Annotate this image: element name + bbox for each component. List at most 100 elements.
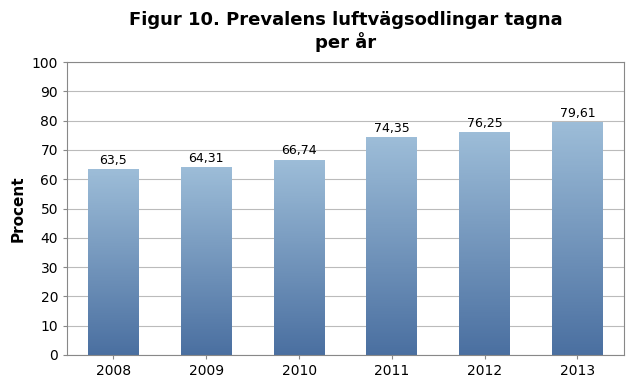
Bar xyxy=(366,152,417,154)
Bar xyxy=(181,305,232,306)
Bar xyxy=(366,257,417,258)
Bar xyxy=(366,293,417,294)
Bar xyxy=(88,263,139,264)
Bar xyxy=(88,199,139,200)
Bar xyxy=(274,223,324,224)
Bar xyxy=(274,300,324,301)
Bar xyxy=(88,347,139,349)
Bar xyxy=(181,341,232,342)
Bar xyxy=(366,337,417,338)
Bar xyxy=(181,188,232,189)
Bar xyxy=(88,326,139,327)
Bar xyxy=(366,256,417,257)
Bar xyxy=(552,217,603,219)
Bar xyxy=(459,343,510,344)
Bar xyxy=(88,308,139,309)
Bar xyxy=(552,136,603,137)
Bar xyxy=(88,286,139,287)
Bar xyxy=(459,216,510,217)
Bar xyxy=(552,347,603,348)
Bar xyxy=(552,276,603,277)
Bar xyxy=(274,352,324,353)
Bar xyxy=(366,200,417,202)
Bar xyxy=(552,302,603,303)
Bar xyxy=(459,320,510,321)
Bar xyxy=(181,272,232,273)
Bar xyxy=(181,340,232,341)
Bar xyxy=(181,243,232,244)
Bar xyxy=(274,235,324,236)
Bar xyxy=(88,205,139,206)
Bar xyxy=(181,215,232,216)
Bar xyxy=(552,177,603,178)
Bar xyxy=(552,172,603,173)
Bar xyxy=(88,305,139,306)
Bar xyxy=(88,322,139,323)
Bar xyxy=(552,192,603,193)
Bar xyxy=(552,251,603,252)
Bar xyxy=(366,270,417,271)
Bar xyxy=(552,298,603,299)
Bar xyxy=(459,280,510,281)
Bar xyxy=(459,243,510,244)
Bar xyxy=(366,243,417,244)
Bar xyxy=(459,344,510,345)
Bar xyxy=(552,199,603,200)
Bar xyxy=(88,218,139,219)
Bar xyxy=(88,209,139,210)
Bar xyxy=(274,291,324,293)
Bar xyxy=(459,285,510,286)
Bar xyxy=(181,252,232,253)
Bar xyxy=(459,256,510,257)
Bar xyxy=(366,306,417,307)
Bar xyxy=(552,241,603,242)
Bar xyxy=(274,313,324,314)
Bar xyxy=(274,353,324,354)
Bar xyxy=(552,278,603,279)
Bar xyxy=(366,184,417,185)
Bar xyxy=(88,299,139,300)
Bar xyxy=(181,208,232,209)
Bar xyxy=(366,222,417,223)
Bar xyxy=(274,320,324,321)
Bar xyxy=(552,140,603,142)
Bar xyxy=(274,220,324,221)
Bar xyxy=(274,194,324,196)
Bar xyxy=(366,145,417,146)
Bar xyxy=(88,226,139,227)
Bar xyxy=(181,328,232,329)
Bar xyxy=(552,314,603,315)
Bar xyxy=(181,247,232,249)
Bar xyxy=(459,132,510,133)
Bar xyxy=(366,324,417,326)
Bar xyxy=(88,345,139,347)
Bar xyxy=(88,212,139,213)
Bar xyxy=(274,251,324,252)
Bar xyxy=(459,335,510,336)
Bar xyxy=(274,303,324,304)
Bar xyxy=(552,286,603,287)
Bar xyxy=(552,259,603,261)
Bar xyxy=(88,278,139,279)
Bar xyxy=(552,272,603,273)
Bar xyxy=(552,299,603,300)
Bar xyxy=(552,135,603,136)
Bar xyxy=(274,330,324,331)
Bar xyxy=(366,263,417,265)
Bar xyxy=(459,293,510,294)
Bar xyxy=(366,297,417,298)
Bar xyxy=(459,155,510,156)
Bar xyxy=(459,262,510,263)
Bar xyxy=(552,303,603,305)
Bar xyxy=(181,246,232,247)
Bar xyxy=(88,248,139,249)
Bar xyxy=(274,249,324,251)
Bar xyxy=(366,279,417,280)
Bar xyxy=(552,125,603,126)
Bar xyxy=(459,291,510,293)
Bar xyxy=(181,175,232,176)
Bar xyxy=(366,344,417,345)
Bar xyxy=(88,275,139,276)
Bar xyxy=(459,179,510,180)
Bar xyxy=(366,280,417,281)
